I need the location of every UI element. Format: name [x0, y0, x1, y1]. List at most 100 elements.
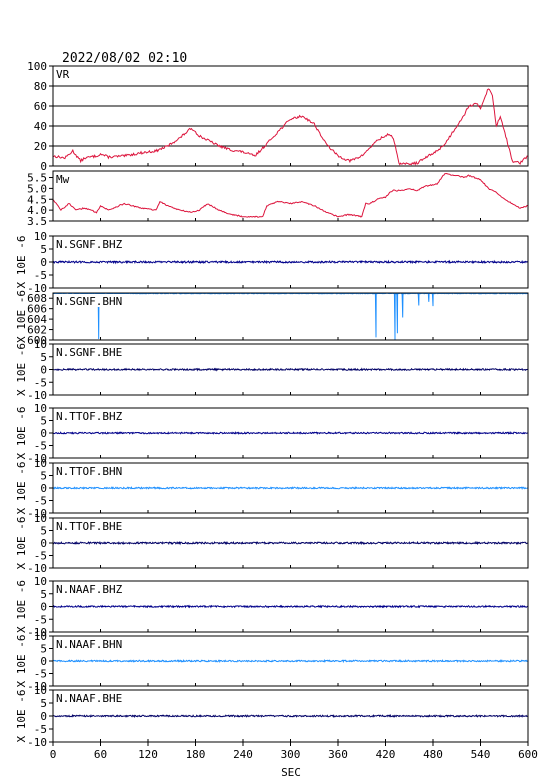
y-tick-label: 5.5	[27, 172, 47, 185]
y-tick-label: 0	[40, 160, 47, 173]
y-tick-label: 10	[34, 684, 47, 697]
panel-label-bg	[54, 237, 130, 250]
y-tick-label: 10	[34, 575, 47, 588]
panel-label: N.NAAF.BHE	[56, 692, 122, 705]
x-axis-label: SEC	[281, 766, 301, 779]
y-tick-label: 10	[34, 512, 47, 525]
y-tick-label: 606	[27, 303, 47, 316]
y-tick-label: 5	[40, 351, 47, 364]
y-tick-label: 0	[40, 601, 47, 614]
y-tick-label: 100	[27, 60, 47, 73]
y-tick-label: 10	[34, 402, 47, 415]
y-tick-label: 60	[34, 100, 47, 113]
panel-label: N.NAAF.BHN	[56, 638, 122, 651]
y-tick-label: -5	[34, 440, 47, 453]
y-tick-label: 0	[40, 256, 47, 269]
y-axis-label: X 10E -6	[15, 635, 28, 688]
x-axis: 0 60 120 180 240 300 360 420 480 540 600	[50, 742, 538, 761]
panel-label: N.SGNF.BHE	[56, 346, 122, 359]
y-tick-label: -5	[34, 269, 47, 282]
y-tick-label: 600	[27, 334, 47, 347]
x-tick-label: 480	[423, 748, 443, 761]
series-line-naaf_bhn	[53, 659, 528, 664]
panel-label-bg	[54, 691, 130, 704]
y-tick-label: 5	[40, 470, 47, 483]
panel-label-bg	[54, 519, 130, 532]
x-tick-label: 60	[94, 748, 107, 761]
x-tick-label: 180	[186, 748, 206, 761]
series-line-ttof_bhe	[53, 540, 528, 546]
y-tick-label: 0	[40, 482, 47, 495]
y-tick-label: 608	[27, 292, 47, 305]
y-tick-label: 10	[34, 457, 47, 470]
y-axis-label: X 10E -6	[15, 290, 28, 343]
panel-label: N.SGNF.BHZ	[56, 238, 123, 251]
y-tick-label: -5	[34, 376, 47, 389]
y-tick-label: 80	[34, 80, 47, 93]
y-axis-label: X 10E -6	[15, 462, 28, 515]
series-line-naaf_bhz	[53, 604, 528, 609]
y-tick-label: 0	[40, 655, 47, 668]
panel-label-bg	[54, 464, 130, 477]
panel-label-bg	[54, 637, 130, 650]
y-tick-label: -5	[34, 495, 47, 508]
header-datetime: 2022/08/02 02:10	[62, 51, 187, 66]
panel-frame	[52, 170, 529, 222]
panel-vr: 0 20 40 60 80 100 VR	[27, 60, 529, 173]
panel-label-bg	[54, 172, 74, 185]
y-tick-label: 40	[34, 120, 47, 133]
y-tick-label: 10	[34, 230, 47, 243]
y-tick-label: 4.5	[27, 193, 47, 206]
y-tick-label: 5	[40, 588, 47, 601]
y-tick-label: 10	[34, 338, 47, 351]
x-tick-label: 120	[138, 748, 158, 761]
panel-label-bg	[54, 409, 130, 422]
y-tick-label: -10	[27, 389, 47, 402]
y-tick-label: 604	[27, 313, 47, 326]
series-line-ttof_bhn	[53, 486, 528, 490]
y-tick-label: -5	[34, 668, 47, 681]
y-axis-label: X 10E -6	[15, 580, 28, 633]
series-line-sgnf_bhe	[53, 367, 528, 372]
x-tick-label: 540	[471, 748, 491, 761]
y-tick-label: 5	[40, 525, 47, 538]
x-tick-label: 0	[50, 748, 57, 761]
y-axis-label: X 10E -6	[15, 690, 28, 743]
y-tick-label: 0	[40, 427, 47, 440]
series-line-naaf_bhe	[53, 713, 528, 719]
y-tick-label: 5.0	[27, 182, 47, 195]
panel-label-bg	[54, 582, 130, 595]
series-line-ttof_bhz	[53, 431, 528, 435]
series-line-sgnf_bhz	[53, 259, 528, 265]
panel-label: N.SGNF.BHN	[56, 295, 122, 308]
series-line-vr	[53, 88, 528, 166]
panel-label-bg	[54, 345, 130, 358]
panel-label: VR	[56, 68, 70, 81]
y-tick-label: 5	[40, 697, 47, 710]
y-tick-label: 20	[34, 140, 47, 153]
panel-label-bg	[54, 294, 130, 307]
y-tick-label: -10	[27, 736, 47, 749]
y-axis-label: X 10E -6	[15, 236, 28, 289]
x-tick-label: 420	[376, 748, 396, 761]
y-tick-label: 602	[27, 324, 47, 337]
panel-label: N.TTOF.BHZ	[56, 410, 123, 423]
x-tick-label: 360	[328, 748, 348, 761]
y-tick-label: 0	[40, 537, 47, 550]
panel-mw: 3.54.04.55.05.5 Mw	[27, 170, 529, 228]
y-tick-label: 5	[40, 643, 47, 656]
y-tick-label: -5	[34, 613, 47, 626]
panel-label: N.TTOF.BHE	[56, 520, 122, 533]
y-tick-label: 5	[40, 243, 47, 256]
panel-frame	[52, 65, 529, 167]
y-tick-label: -10	[27, 282, 47, 295]
